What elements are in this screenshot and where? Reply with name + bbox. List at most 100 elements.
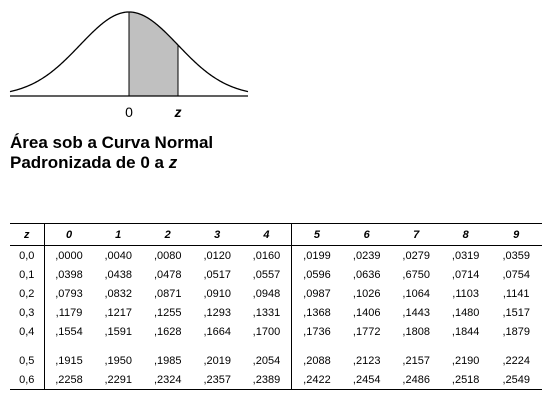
table-cell: ,1844 [451,325,480,338]
table-cell: ,0120 [203,249,231,262]
table-cell: ,1772 [352,325,381,338]
row-z-value: 0,1 [10,265,45,284]
table-cell: ,2019 [203,354,231,367]
axis-label-z: z [174,104,182,120]
table-cell: ,0279 [402,249,430,262]
table-cell: ,1331 [241,303,292,322]
table-cell: ,0987 [303,287,331,300]
table-row: 0,5 ,1915 ,1950 ,1985 ,2019 ,2054 ,2088 ,2123 ,2… [10,341,542,370]
title-line-1: Área sob a Curva Normal [10,133,214,152]
table-cell: ,1985 [153,354,182,367]
table-cell: ,1179 [55,306,83,319]
table-cell: ,1480 [451,306,480,319]
table-cell: ,1950 [104,354,132,367]
table-cell: ,1517 [502,306,530,319]
table-cell: ,0080 [153,249,182,262]
table-row: 0,4 ,1554 ,1591 ,1628 ,1664 ,1700 ,1736 ,1772 ,1… [10,322,542,341]
table-cell: ,0160 [241,245,292,265]
table-cell: ,2486 [391,370,441,390]
table-cell: ,2123 [352,354,381,367]
table-cell: ,2054 [241,341,292,370]
table-cell: ,1628 [153,325,182,338]
table-row: 0,1 ,0398 ,0438 ,0478 ,0517 ,0557 ,0596 ,0636 ,6… [10,265,542,284]
table-cell: ,2324 [142,370,193,390]
table-cell: ,2224 [502,354,530,367]
table-cell: ,2454 [341,370,392,390]
table-cell: ,2422 [291,370,342,390]
table-cell: ,0832 [104,287,132,300]
row-z-value: 0,6 [10,370,45,390]
title-line-2: Padronizada de 0 a z [10,153,213,173]
row-z-value: 0,3 [10,303,45,322]
column-header: 8 [440,223,491,246]
column-header: 2 [142,223,193,246]
table-cell: ,2549 [490,370,542,390]
axis-label-zero: 0 [125,104,133,120]
column-header: 6 [341,223,392,246]
table-cell: ,2389 [241,370,292,390]
table-cell: ,0398 [55,268,83,281]
table-row: 0,3 ,1179 ,1217 ,1255 ,1293 ,1331 ,1368 ,1406 ,1… [10,303,542,322]
table-cell: ,1700 [241,322,292,341]
column-header: 7 [391,223,441,246]
table-cell: ,1368 [303,306,331,319]
table-cell: ,0948 [241,284,292,303]
column-header: 1 [93,223,143,246]
table-cell: ,1591 [104,325,132,338]
table-cell: ,2357 [192,370,242,390]
normal-curve-figure: 0 z [9,11,249,120]
table-cell: ,0871 [153,287,182,300]
table-cell: ,0910 [203,287,231,300]
column-header: 0 [44,223,94,246]
table-cell: ,1443 [402,306,430,319]
table-cell: ,0000 [55,249,83,262]
header-z: z [10,223,45,246]
table-cell: ,0714 [451,268,480,281]
table-cell: ,6750 [402,268,430,281]
table-cell: ,0438 [104,268,132,281]
shaded-area-0-to-z [129,12,178,96]
table-cell: ,0359 [502,249,530,262]
table-cell: ,0040 [104,249,132,262]
table-cell: ,2258 [44,370,94,390]
table-cell: ,0478 [153,268,182,281]
row-z-value: 0,5 [10,341,45,370]
table-cell: ,2088 [303,354,331,367]
row-z-value: 0,0 [10,245,45,265]
table-cell: ,0596 [303,268,331,281]
row-z-value: 0,2 [10,284,45,303]
table-cell: ,2190 [451,354,480,367]
table-cell: ,1064 [402,287,430,300]
page-title: Área sob a Curva Normal Padronizada de 0… [10,133,213,173]
title-line-2-text: Padronizada de 0 a [10,153,169,172]
table-cell: ,1217 [104,306,132,319]
table-cell: ,2157 [402,354,430,367]
table-row: 0,6,2258,2291,2324,2357,2389,2422,2454,2… [10,370,542,390]
table-body: 0,0 ,0000 ,0040 ,0080 ,0120 ,0160 ,0199 ,0239 ,0… [10,245,542,390]
table-cell: ,1736 [303,325,331,338]
column-header: 3 [192,223,242,246]
table-cell: ,1026 [352,287,381,300]
table-cell: ,1915 [55,354,83,367]
table-cell: ,0517 [203,268,231,281]
table-cell: ,0239 [352,249,381,262]
table-cell: ,0636 [352,268,381,281]
row-z-value: 0,4 [10,322,45,341]
column-header: 9 [490,223,542,246]
table-cell: ,0319 [451,249,480,262]
table-cell: ,1879 [502,325,530,338]
table-cell: ,0199 [303,249,331,262]
bell-curve [9,11,249,93]
table-cell: ,1103 [452,287,480,300]
table-cell: ,0754 [502,268,530,281]
table-row: 0,0 ,0000 ,0040 ,0080 ,0120 ,0160 ,0199 ,0239 ,0… [10,245,542,265]
table-cell: ,0793 [55,287,83,300]
table-cell: ,1808 [402,325,430,338]
table-cell: ,1554 [55,325,83,338]
column-header: 4 [241,223,292,246]
column-header: 5 [291,223,342,246]
table-cell: ,2291 [93,370,143,390]
